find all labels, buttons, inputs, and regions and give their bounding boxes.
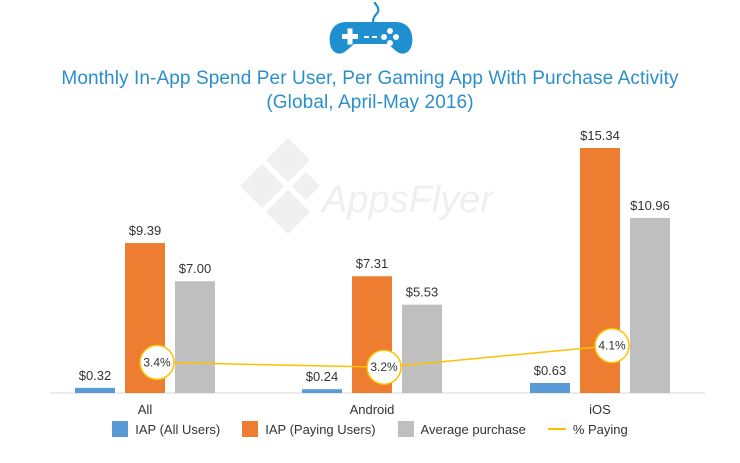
legend-swatch-all-users	[112, 421, 129, 437]
legend-label-paying-pct: % Paying	[572, 421, 628, 437]
data-label-iap-paying-users-android: $7.31	[356, 256, 389, 271]
legend-swatch-paying-pct	[547, 428, 566, 430]
data-label-average-purchase-android: $5.53	[406, 285, 439, 300]
legend-item-average-purchase: Average purchase	[397, 421, 526, 437]
legend: IAP (All Users) IAP (Paying Users) Avera…	[0, 421, 740, 437]
bar-iap-all-users-all	[75, 387, 115, 393]
legend-label-average-purchase: Average purchase	[420, 421, 526, 437]
paying-pct-label-android: 3.2%	[370, 360, 398, 374]
data-label-iap-all-users-ios: $0.63	[534, 363, 567, 378]
category-label-android: Android	[350, 402, 395, 417]
legend-swatch-paying-users	[242, 421, 259, 437]
category-label-all: All	[138, 402, 153, 417]
paying-pct-label-ios: 4.1%	[598, 339, 626, 353]
data-label-iap-all-users-all: $0.32	[79, 368, 112, 383]
bar-iap-all-users-ios	[530, 382, 570, 393]
paying-pct-marker-ios	[594, 327, 630, 364]
data-label-iap-paying-users-ios: $15.34	[580, 128, 620, 143]
bar-average-purchase-android	[402, 304, 442, 393]
bar-average-purchase-ios	[630, 217, 670, 393]
bar-iap-all-users-android	[302, 389, 342, 393]
gamepad-icon	[328, 0, 414, 58]
paying-pct-label-all: 3.4%	[143, 355, 171, 369]
legend-swatch-average-purchase	[397, 421, 414, 437]
legend-item-paying-users: IAP (Paying Users)	[242, 421, 376, 437]
legend-label-paying-users: IAP (Paying Users)	[265, 421, 376, 437]
bar-average-purchase-all	[175, 281, 215, 393]
legend-item-paying-pct: % Paying	[547, 421, 628, 437]
watermark-text: AppsFlyer	[320, 179, 494, 221]
data-label-iap-paying-users-all: $9.39	[129, 223, 162, 238]
legend-item-all-users: IAP (All Users)	[112, 421, 220, 437]
category-label-ios: iOS	[589, 402, 611, 417]
paying-pct-marker-all	[139, 344, 175, 381]
legend-label-all-users: IAP (All Users)	[135, 421, 221, 437]
data-label-average-purchase-ios: $10.96	[630, 198, 670, 213]
data-label-average-purchase-all: $7.00	[179, 261, 212, 276]
chart-subtitle: (Global, April-May 2016)	[266, 92, 474, 113]
paying-pct-marker-android	[366, 349, 402, 385]
chart-title: Monthly In-App Spend Per User, Per Gamin…	[61, 68, 679, 89]
data-label-iap-all-users-android: $0.24	[306, 369, 339, 384]
watermark: AppsFlyer	[240, 138, 494, 234]
